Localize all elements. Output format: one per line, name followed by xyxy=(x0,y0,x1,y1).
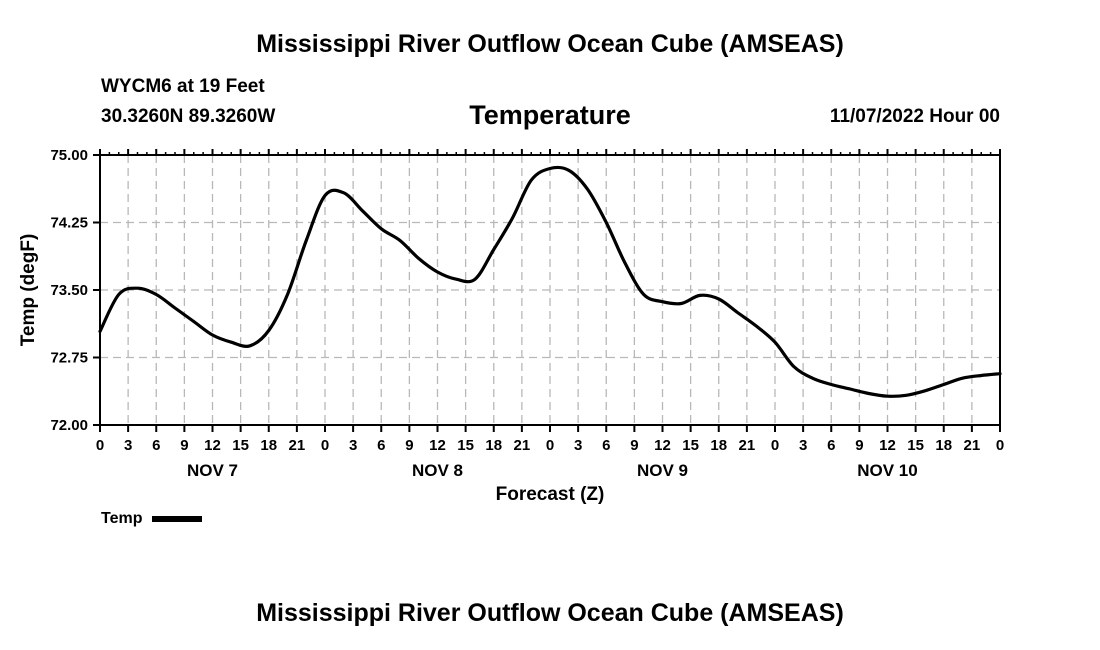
main-title: Mississippi River Outflow Ocean Cube (AM… xyxy=(256,30,844,58)
x-tick-label: 21 xyxy=(964,437,981,454)
x-tick-label: 0 xyxy=(546,437,554,454)
x-tick-label: 18 xyxy=(485,437,502,454)
x-tick-label: 0 xyxy=(996,437,1004,454)
x-tick-label: 15 xyxy=(907,437,924,454)
x-tick-label: 21 xyxy=(514,437,531,454)
y-tick-label: 72.75 xyxy=(50,350,88,367)
x-tick-label: 0 xyxy=(321,437,329,454)
y-tick-label: 74.25 xyxy=(50,215,88,232)
axis-ticks xyxy=(93,149,1001,432)
x-tick-label: 3 xyxy=(799,437,807,454)
x-tick-label: 9 xyxy=(630,437,638,454)
legend-label-temp: Temp xyxy=(101,510,143,527)
x-tick-label: 6 xyxy=(377,437,385,454)
day-label: NOV 7 xyxy=(187,461,238,480)
x-tick-label: 12 xyxy=(654,437,671,454)
x-axis-title: Forecast (Z) xyxy=(496,484,605,505)
x-tick-label: 15 xyxy=(232,437,249,454)
y-tick-label: 73.50 xyxy=(50,282,88,299)
x-tick-label: 0 xyxy=(96,437,104,454)
axis-labels: 72.00 72.75 73.50 74.25 75.00 0 3 6 9 12 15 18 21 0 3 6… xyxy=(50,147,1004,480)
x-tick-label: 3 xyxy=(574,437,582,454)
x-tick-label: 21 xyxy=(739,437,756,454)
y-axis-title: Temp (degF) xyxy=(18,234,39,347)
x-tick-label: 12 xyxy=(204,437,221,454)
day-label: NOV 8 xyxy=(412,461,463,480)
coordinates-label: 30.3260N 89.3260W xyxy=(101,106,276,127)
day-label: NOV 10 xyxy=(857,461,917,480)
x-tick-label: 12 xyxy=(429,437,446,454)
x-tick-label: 12 xyxy=(879,437,896,454)
x-tick-label: 18 xyxy=(935,437,952,454)
x-tick-label: 21 xyxy=(289,437,306,454)
legend: Temp xyxy=(101,510,203,528)
y-tick-label: 72.00 xyxy=(50,417,88,434)
x-tick-label: 18 xyxy=(260,437,277,454)
series-line-temp xyxy=(98,165,1002,398)
legend-swatch-temp xyxy=(152,516,203,522)
x-tick-label: 0 xyxy=(771,437,779,454)
x-tick-label: 15 xyxy=(682,437,699,454)
grid-lines xyxy=(100,155,1000,425)
chart-title: Temperature xyxy=(469,100,631,130)
x-tick-label: 6 xyxy=(602,437,610,454)
x-tick-label: 6 xyxy=(827,437,835,454)
forecast-date: 11/07/2022 Hour 00 xyxy=(829,106,1000,127)
x-tick-label: 9 xyxy=(405,437,413,454)
x-tick-label: 9 xyxy=(855,437,863,454)
x-tick-label: 3 xyxy=(349,437,357,454)
footer-title: Mississippi River Outflow Ocean Cube (AM… xyxy=(256,599,844,627)
x-tick-label: 18 xyxy=(710,437,727,454)
x-tick-label: 6 xyxy=(152,437,160,454)
y-tick-label: 75.00 xyxy=(50,147,88,164)
x-tick-label: 3 xyxy=(124,437,132,454)
day-label: NOV 9 xyxy=(637,461,688,480)
x-tick-label: 9 xyxy=(180,437,188,454)
station-label: WYCM6 at 19 Feet xyxy=(101,76,265,97)
x-tick-label: 15 xyxy=(457,437,474,454)
